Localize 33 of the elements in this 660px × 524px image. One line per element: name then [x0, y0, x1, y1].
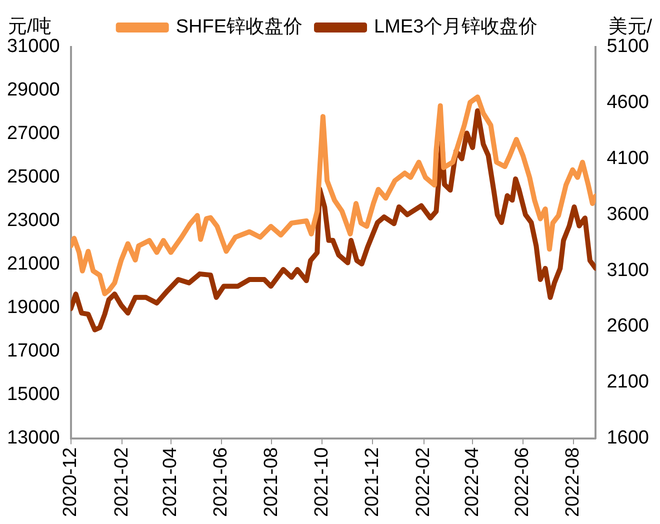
y-tick-label: 29000 [6, 80, 60, 101]
x-tick-label: 2021-12 [362, 447, 383, 518]
y-tick-label: 25000 [6, 166, 60, 188]
y2-axis-title: 美元/ [608, 16, 653, 38]
y-tick-label: 21000 [6, 254, 60, 275]
y2-tick-label: 4100 [606, 148, 650, 170]
x-tick-label: 2021-04 [160, 446, 182, 518]
y2-tick-label: 2100 [606, 372, 650, 393]
x-tick-label: 2022-04 [462, 446, 483, 518]
x-tick-label: 2022-08 [562, 447, 584, 518]
x-tick-label: 2021-10 [311, 447, 332, 518]
y2-tick-label: 3100 [606, 260, 650, 281]
legend-label: LME3个月锌收盘价 [374, 16, 538, 38]
y-tick-label: 19000 [6, 297, 60, 318]
y2-tick-label: 1600 [606, 428, 650, 449]
x-tick-label: 2022-02 [413, 447, 434, 518]
y-tick-label: 31000 [6, 36, 60, 58]
x-tick-label: 2020-12 [60, 447, 82, 518]
y2-tick-label: 3600 [606, 204, 650, 225]
y2-tick-label: 2600 [606, 316, 650, 337]
y-tick-label: 27000 [6, 123, 60, 144]
x-tick-label: 2021-06 [210, 447, 232, 518]
x-tick-label: 2022-06 [512, 447, 534, 518]
x-tick-label: 2021-02 [111, 447, 132, 518]
y-tick-label: 17000 [6, 340, 60, 362]
y2-tick-label: 5100 [606, 36, 650, 58]
y2-tick-label: 4600 [606, 92, 650, 114]
y-tick-label: 15000 [6, 384, 60, 406]
x-tick-label: 2021-08 [260, 447, 282, 518]
legend-label: SHFE锌收盘价 [176, 16, 303, 38]
y-tick-label: 23000 [6, 210, 60, 232]
y-axis-title: 元/吨 [8, 16, 52, 38]
y-tick-label: 13000 [6, 428, 60, 449]
